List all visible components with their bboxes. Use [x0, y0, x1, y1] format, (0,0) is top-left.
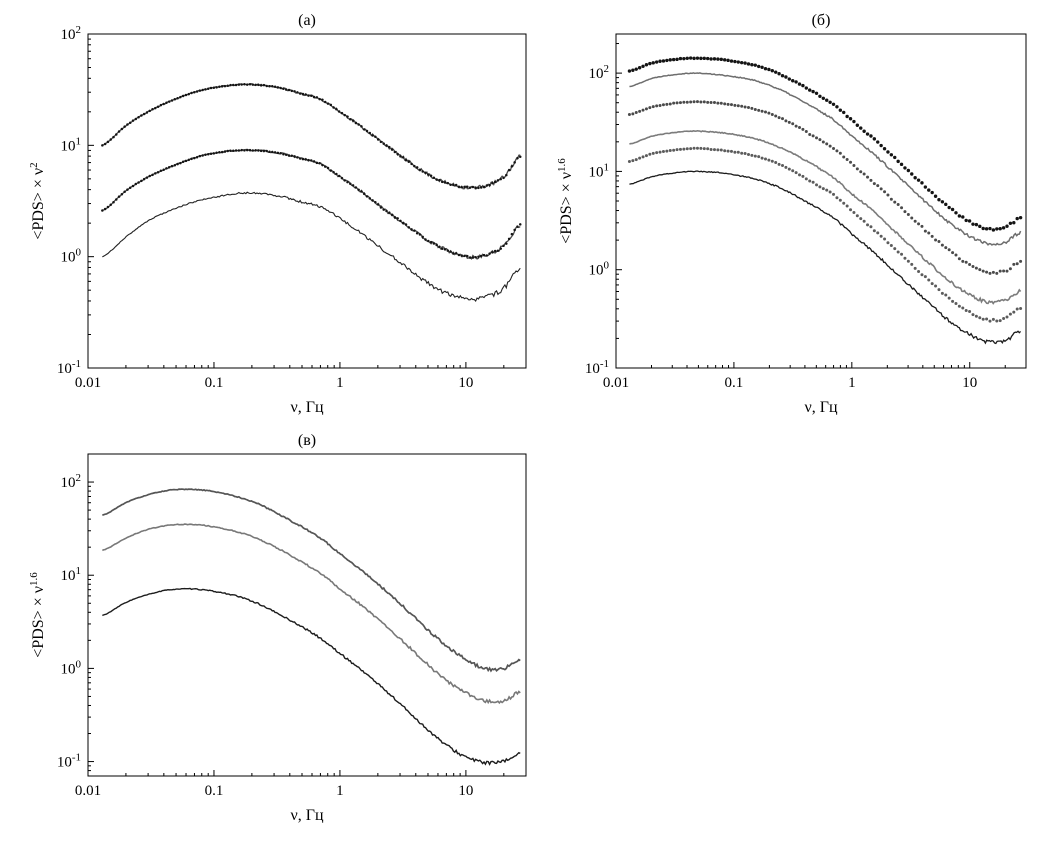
x-tick-label: 0.1 [725, 375, 744, 391]
series-path [102, 148, 521, 260]
plot-frame [615, 33, 1027, 369]
y-axis-label: <PDS> × ν1.6 [28, 572, 47, 658]
y-tick-label: 101 [61, 135, 82, 154]
chart-svg: 0.01 0.1 1 10 10-1 100 101 102 (в) ν, Гц <PDS> × ν… [28, 432, 527, 824]
series-group [627, 56, 1023, 345]
x-tick-label: 0.01 [603, 375, 629, 391]
plot-frame [87, 453, 527, 777]
x-tick-label: 0.01 [75, 375, 101, 391]
y-tick-label: 100 [589, 260, 610, 279]
series-dots [101, 82, 522, 190]
y-tick-label: 102 [61, 24, 82, 43]
series-path [102, 587, 521, 766]
series-dots [101, 148, 522, 259]
series-path [629, 72, 1022, 246]
panel-title: (б) [812, 12, 831, 29]
x-tick-label: 10 [962, 375, 977, 391]
y-tick-label: 100 [61, 247, 82, 266]
x-tick-label: 10 [458, 783, 473, 799]
y-tick-label: 102 [61, 472, 82, 491]
series-path [102, 523, 521, 705]
x-tick-label: 0.01 [75, 783, 101, 799]
x-tick-label: 1 [336, 783, 344, 799]
series-path [102, 83, 521, 190]
y-axis-label: <PDS> × ν2 [28, 162, 47, 239]
series-path [102, 488, 521, 673]
x-axis-label: ν, Гц [804, 399, 837, 416]
x-axis-label: ν, Гц [290, 399, 323, 416]
y-tick-label: 101 [61, 565, 82, 584]
series-path [102, 191, 521, 303]
y-tick-label: 10-1 [585, 358, 609, 377]
panel-v: 0.01 0.1 1 10 10-1 100 101 102 (в) ν, Гц <PDS> × ν… [28, 428, 540, 828]
panel-title: (в) [298, 432, 316, 449]
y-tick-label: 10-1 [57, 752, 81, 771]
y-tick-label: 100 [61, 658, 82, 677]
series-path [629, 129, 1022, 305]
y-tick-label: 10-1 [57, 358, 81, 377]
series-dots [627, 146, 1023, 323]
chart-svg: 0.01 0.1 1 10 10-1 100 101 102 (а) ν, Гц <PDS> × ν… [28, 12, 527, 416]
x-tick-label: 1 [848, 375, 856, 391]
y-axis-label: <PDS> × ν1.6 [556, 158, 575, 244]
panel-a: 0.01 0.1 1 10 10-1 100 101 102 (а) ν, Гц <PDS> × ν… [28, 8, 540, 420]
series-group [101, 82, 522, 303]
x-axis-label: ν, Гц [290, 807, 323, 824]
series-path [629, 170, 1022, 345]
x-tick-label: 10 [458, 375, 473, 391]
y-tick-label: 102 [589, 63, 610, 82]
panel-b: 0.01 0.1 1 10 10-1 100 101 102 (б) ν, Гц <PDS> × ν… [556, 8, 1040, 420]
series-dots [627, 100, 1023, 275]
x-tick-label: 0.1 [205, 783, 224, 799]
x-tick-label: 0.1 [205, 375, 224, 391]
y-tick-label: 101 [589, 161, 610, 180]
x-tick-label: 1 [336, 375, 344, 391]
chart-svg: 0.01 0.1 1 10 10-1 100 101 102 (б) ν, Гц <PDS> × ν… [556, 12, 1027, 416]
series-dots [627, 56, 1023, 232]
panel-title: (а) [298, 12, 316, 29]
plot-frame [87, 33, 527, 369]
series-group [102, 488, 521, 766]
